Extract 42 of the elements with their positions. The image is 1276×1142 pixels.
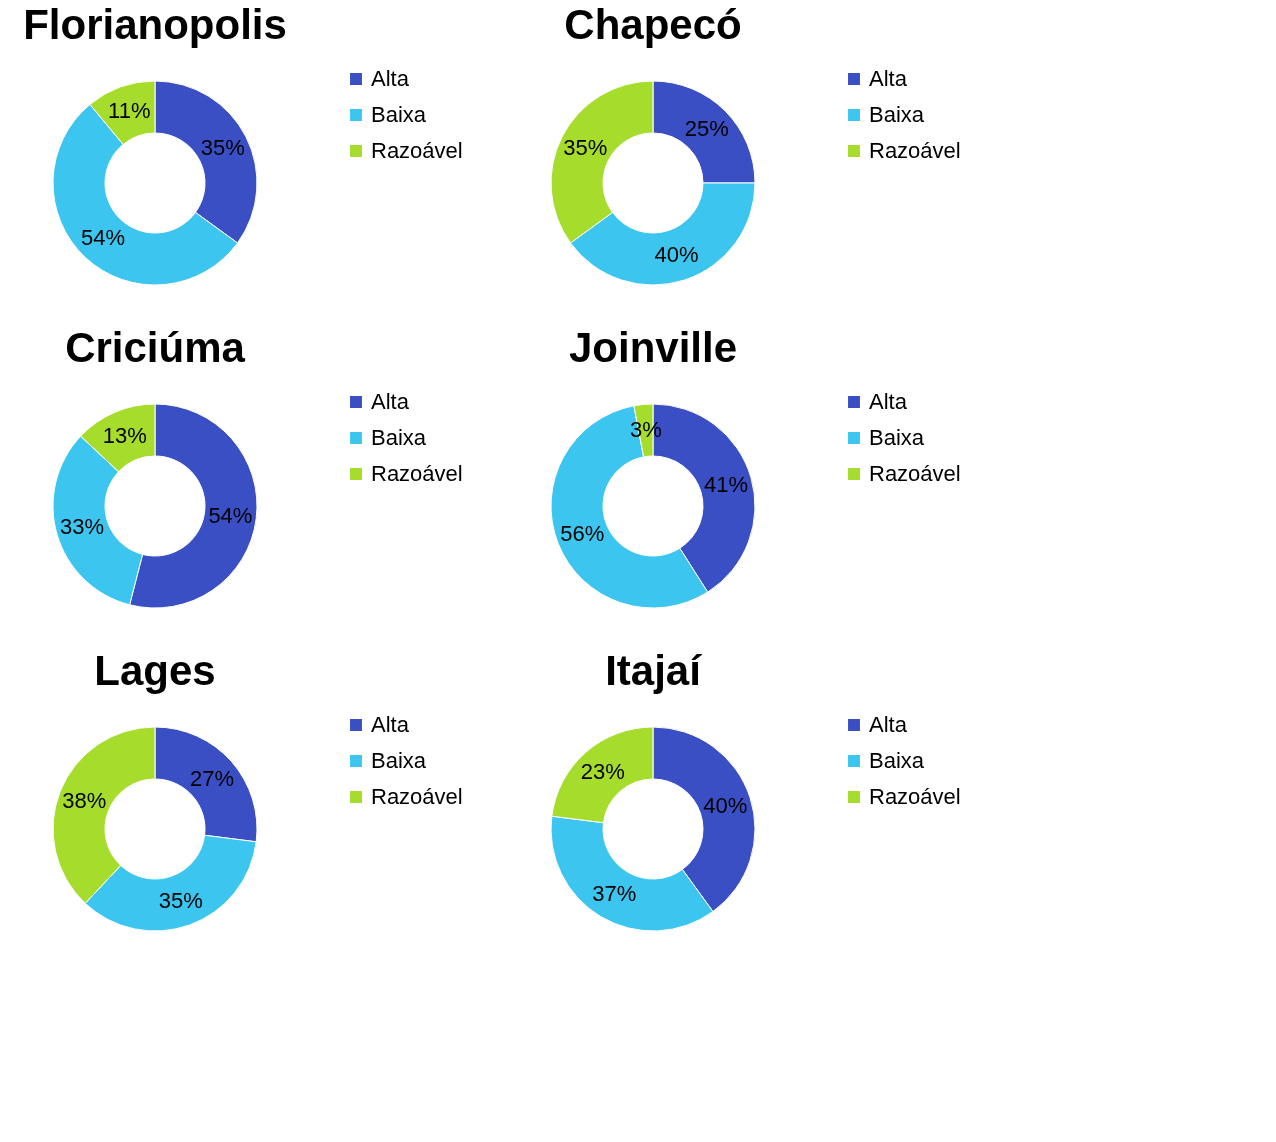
chart-title: Joinville xyxy=(568,324,738,371)
legend-label: Baixa xyxy=(371,425,427,450)
legend-label: Razoável xyxy=(869,784,961,809)
legend-label: Alta xyxy=(371,712,410,737)
chart-title: Criciúma xyxy=(65,324,246,371)
legend-label: Razoável xyxy=(371,138,463,163)
legend-label: Baixa xyxy=(869,425,925,450)
data-label: 13% xyxy=(102,423,147,449)
legend-label: Alta xyxy=(371,389,410,414)
data-label: 56% xyxy=(560,520,605,546)
data-label: 35% xyxy=(158,887,203,913)
legend-label: Alta xyxy=(371,66,410,91)
data-label: 33% xyxy=(59,514,105,540)
data-label: 27% xyxy=(189,765,235,791)
data-label: 40% xyxy=(654,242,699,268)
data-label: 35% xyxy=(200,135,245,161)
legend-label: Razoável xyxy=(371,461,463,486)
data-label: 23% xyxy=(580,758,625,784)
legend-label: Razoável xyxy=(869,138,961,163)
legend-label: Alta xyxy=(869,66,908,91)
chart-title: Chapecó xyxy=(564,1,742,48)
legend-label: Alta xyxy=(869,389,908,414)
legend-label: Baixa xyxy=(869,748,925,773)
data-label: 41% xyxy=(703,471,749,497)
data-label: 3% xyxy=(629,417,662,443)
data-label: 35% xyxy=(563,135,608,161)
data-label: 38% xyxy=(62,788,107,814)
data-label: 11% xyxy=(108,98,151,124)
data-label: 25% xyxy=(684,116,729,142)
legend-label: Razoável xyxy=(371,784,463,809)
data-label: 37% xyxy=(592,881,637,907)
data-label: 40% xyxy=(703,792,748,818)
chart-title: Itajaí xyxy=(605,647,703,694)
data-label: 54% xyxy=(80,225,125,251)
chart-title: Lages xyxy=(94,647,216,694)
data-label: 54% xyxy=(208,502,253,528)
legend-label: Baixa xyxy=(371,102,427,127)
legend-label: Alta xyxy=(869,712,908,737)
legend-label: Baixa xyxy=(371,748,427,773)
chart-title: Florianopolis xyxy=(23,1,287,48)
legend-label: Baixa xyxy=(869,102,925,127)
legend-label: Razoável xyxy=(869,461,961,486)
